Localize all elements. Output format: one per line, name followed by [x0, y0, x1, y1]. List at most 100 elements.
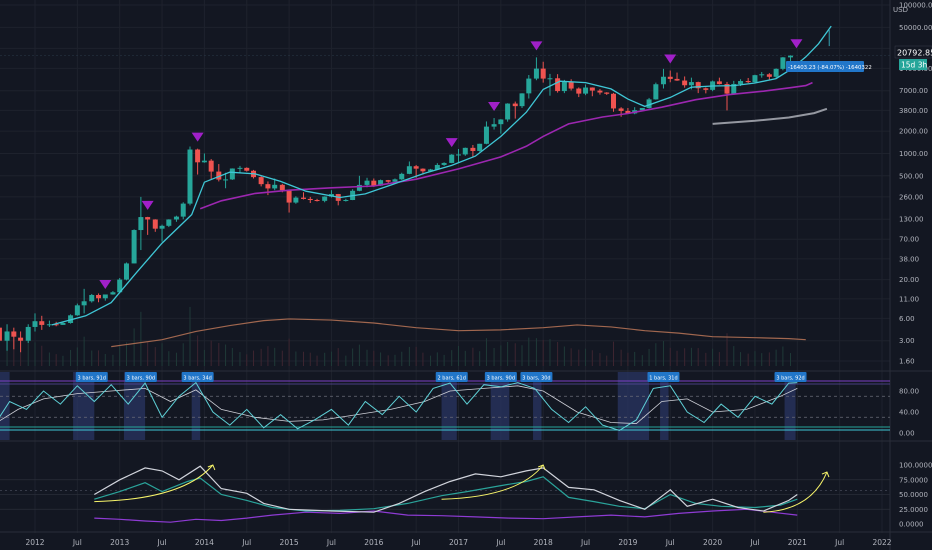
rsi-zone — [73, 372, 95, 440]
bar-count-badge — [181, 372, 214, 382]
trend-arrow — [763, 471, 828, 513]
candle-body — [695, 82, 701, 89]
bar-count-label: 3 bars, 91d — [78, 376, 106, 382]
trend-arrow-head — [821, 471, 830, 478]
candle-body — [745, 81, 751, 83]
candle-body — [307, 198, 313, 201]
bar-count-badge — [435, 372, 468, 382]
volume-average-line — [111, 318, 806, 348]
candle-body — [441, 162, 447, 165]
price-tick-label: 6.00 — [899, 315, 915, 323]
candle-body — [123, 263, 129, 280]
candle-body — [187, 149, 193, 204]
candle-body — [96, 294, 102, 299]
candle-body — [434, 164, 440, 170]
candle-body — [703, 88, 709, 90]
candle-body — [110, 292, 116, 295]
price-tick-label: 500.00 — [899, 172, 924, 180]
trend-arrow-head — [538, 464, 546, 471]
candle-body — [716, 81, 722, 85]
candle-body — [279, 184, 285, 191]
candle-body — [300, 197, 306, 199]
time-tick-label: 2014 — [195, 538, 214, 547]
candle-body — [293, 197, 299, 203]
rsi-fast-line — [0, 381, 798, 431]
cyan-moving-average — [51, 25, 832, 326]
rsi-tick-label: 40.00 — [899, 409, 919, 417]
candle-body — [131, 230, 137, 264]
time-tick-label: 2017 — [449, 538, 468, 547]
candle-body — [519, 93, 525, 107]
candle-body — [752, 75, 758, 83]
candle-body — [208, 160, 214, 172]
candle-body — [244, 167, 250, 171]
candle-body — [53, 324, 59, 326]
candle-body — [568, 81, 574, 89]
candle-body — [639, 107, 645, 111]
purple-moving-average — [199, 81, 813, 210]
price-tick-label: 50000.00 — [899, 24, 932, 32]
candle-body — [611, 93, 617, 109]
overlays: 20792.85 15d 3h -16403.23 (-84.07%) -164… — [786, 45, 932, 72]
peak-marker — [530, 41, 543, 51]
price-tick-label: 2000.00 — [899, 128, 928, 136]
peak-marker — [191, 132, 204, 142]
peak-marker — [445, 138, 458, 148]
price-tick-label: 70.00 — [899, 236, 919, 244]
candle-body — [272, 184, 278, 189]
candle-body — [166, 219, 172, 226]
candle-body — [491, 124, 497, 127]
candle-body — [68, 315, 74, 324]
candle-body — [223, 179, 229, 181]
candle-body — [731, 83, 737, 94]
price-candles — [0, 55, 794, 353]
lower-tick-label: 25.0000 — [899, 506, 928, 514]
candle-body — [505, 103, 511, 120]
bar-count-label: 1 bars, 31d — [649, 376, 677, 382]
gray-moving-average — [712, 107, 828, 125]
bar-count-badge — [75, 372, 108, 382]
time-tick-label: 2020 — [703, 538, 722, 547]
current-price-badge — [894, 45, 932, 59]
candle-body — [60, 323, 66, 325]
rsi-zone — [784, 372, 796, 440]
bar-count-label: 3 bars, 34d — [183, 376, 211, 382]
price-tick-label: 3.00 — [899, 337, 915, 345]
candle-body — [682, 80, 688, 86]
candle-body — [392, 179, 398, 182]
candle-body — [0, 327, 2, 341]
time-tick-label: 2019 — [618, 538, 637, 547]
candle-body — [25, 326, 31, 341]
candle-body — [117, 279, 123, 293]
candle-body — [766, 74, 772, 77]
time-tick-label: 2022 — [872, 538, 891, 547]
candle-body — [477, 143, 483, 151]
rsi-zone — [660, 372, 669, 440]
candle-body — [371, 180, 377, 186]
candle-body — [322, 196, 328, 201]
candle-body — [216, 171, 222, 180]
candle-body — [145, 217, 151, 220]
lower-tick-label: 75.0000 — [899, 476, 928, 484]
candle-body — [667, 76, 673, 79]
price-tick-label: 1.60 — [899, 358, 915, 366]
candle-body — [483, 126, 489, 144]
trend-arrow — [94, 464, 214, 503]
candle-body — [201, 160, 207, 163]
candle-body — [159, 225, 165, 229]
time-tick-label: 2013 — [110, 538, 129, 547]
candle-body — [773, 68, 779, 77]
price-tick-label: 130.00 — [899, 216, 924, 224]
time-tick-label: 2018 — [534, 538, 553, 547]
time-tick-label: Jul — [495, 538, 505, 547]
candle-body — [589, 87, 595, 91]
bar-count-label: 3 bars, 30d — [522, 376, 550, 382]
candle-body — [237, 167, 243, 169]
candle-body — [39, 321, 45, 325]
candle-body — [18, 337, 24, 341]
candle-body — [547, 78, 553, 80]
candle-body — [533, 68, 539, 79]
measure-badge — [786, 61, 864, 72]
price-tick-label: 38.00 — [899, 255, 919, 263]
